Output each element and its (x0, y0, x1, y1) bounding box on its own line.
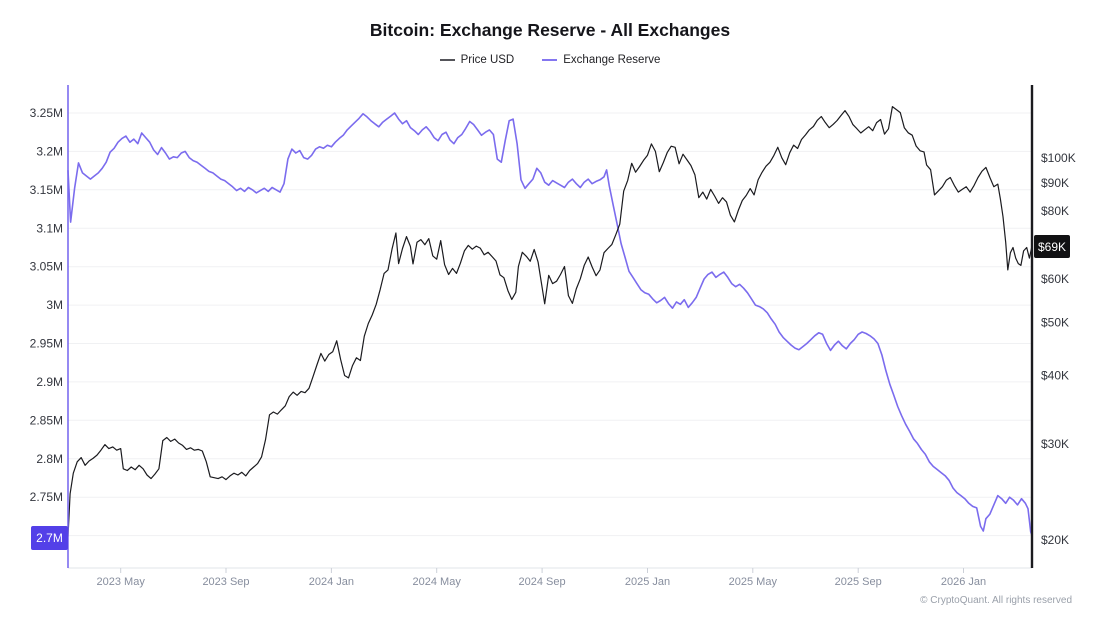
x-axis-label: 2023 Sep (202, 576, 249, 588)
left-axis-label: 3.25M (30, 106, 63, 120)
left-axis-label: 2.95M (30, 337, 63, 351)
series-line-price-usd[interactable] (67, 105, 1033, 538)
chart-title: Bitcoin: Exchange Reserve - All Exchange… (369, 20, 731, 40)
left-axis-label: 2.9M (36, 375, 63, 389)
reserve-current-value-badge: 2.7M (31, 526, 68, 550)
x-axis-label: 2024 Sep (519, 576, 566, 588)
price-line-dash-icon (439, 59, 455, 61)
x-axis-label: 2025 Sep (835, 576, 882, 588)
right-axis-label: $90K (1041, 176, 1069, 190)
right-axis-label: $60K (1041, 272, 1069, 286)
right-axis-label: $50K (1041, 316, 1069, 330)
right-axis-label: $30K (1041, 437, 1069, 451)
legend-label-price-usd: Price USD (460, 54, 515, 66)
left-axis-label: 3.2M (36, 144, 63, 158)
x-axis-label: 2023 May (97, 576, 146, 588)
series-line-exchange-reserve[interactable] (67, 112, 1033, 537)
right-axis-label: $100K (1041, 151, 1076, 165)
x-axis-label: 2024 May (413, 576, 462, 588)
legend-item-exchange-reserve[interactable]: Exchange Reserve (542, 54, 660, 66)
left-axis-label: 3.15M (30, 183, 63, 197)
left-axis-label: 3.05M (30, 260, 63, 274)
legend-item-price-usd[interactable]: Price USD (439, 54, 515, 66)
copyright-notice: © CryptoQuant. All rights reserved (920, 595, 1072, 606)
left-axis-label: 3M (46, 298, 63, 312)
x-axis-label: 2026 Jan (941, 576, 986, 588)
right-axis-label: $80K (1041, 204, 1069, 218)
price-current-value-badge: $69K (1034, 235, 1070, 258)
x-axis-label: 2024 Jan (309, 576, 354, 588)
reserve-line-dash-icon (542, 59, 558, 61)
right-axis-label: $20K (1041, 533, 1069, 547)
left-axis-label: 2.85M (30, 413, 63, 427)
x-axis-label: 2025 May (729, 576, 778, 588)
x-axis-label: 2025 Jan (625, 576, 670, 588)
left-axis-label: 2.75M (30, 490, 63, 504)
left-axis-label: 3.1M (36, 221, 63, 235)
left-axis-label: 2.8M (36, 452, 63, 466)
legend: Price USD Exchange Reserve (0, 54, 1100, 66)
legend-label-exchange-reserve: Exchange Reserve (563, 54, 661, 66)
right-axis-label: $40K (1041, 369, 1069, 383)
